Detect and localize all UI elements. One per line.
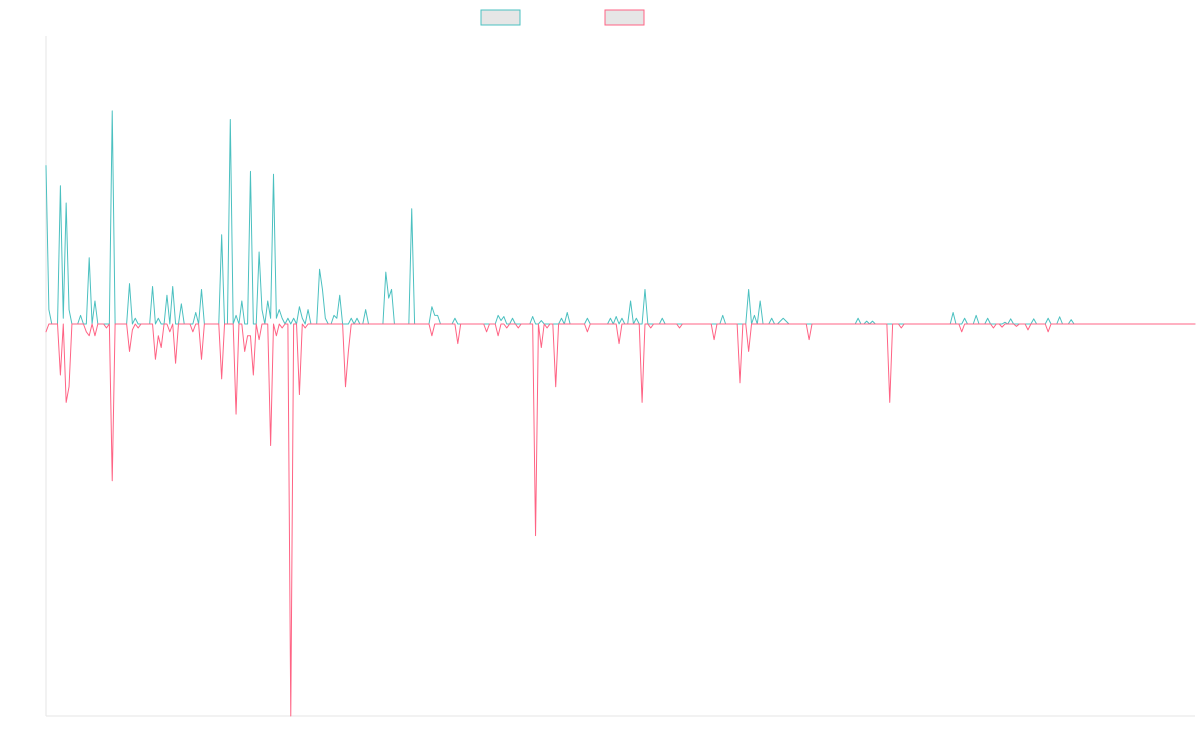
series-line-1 <box>45 110 1196 325</box>
series-layer <box>45 110 1196 717</box>
legend-swatch-1[interactable] <box>480 9 521 26</box>
legend[interactable] <box>480 9 645 26</box>
series-line-2 <box>45 323 1196 717</box>
legend-swatch-2[interactable] <box>604 9 645 26</box>
